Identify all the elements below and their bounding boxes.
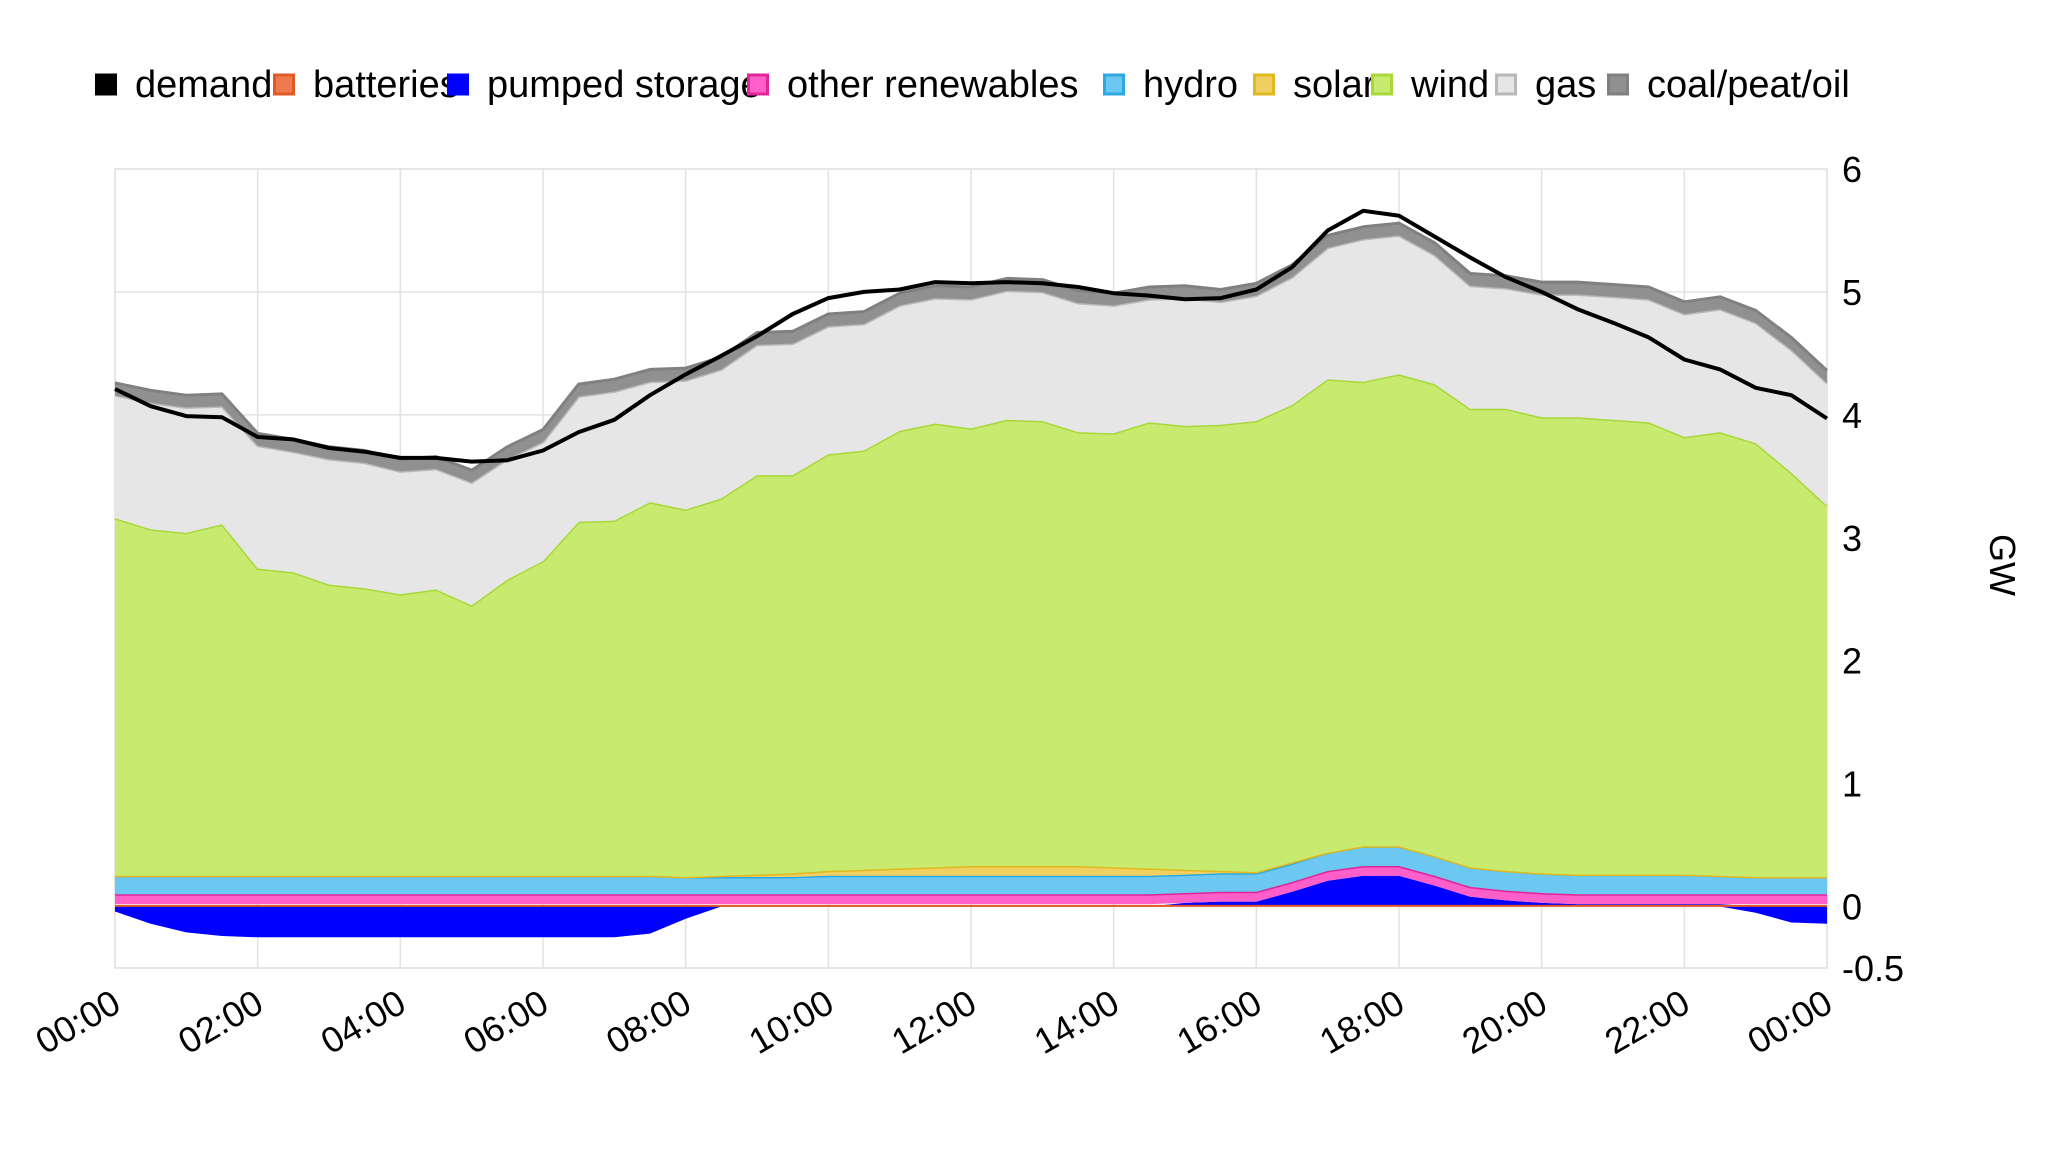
x-tick-label: 16:00 <box>1170 981 1269 1062</box>
area-wind <box>115 374 1827 877</box>
legend-item-demand[interactable]: demand <box>95 64 273 106</box>
y-tick-label: 4 <box>1842 395 1862 436</box>
area-pumped-storage <box>115 875 1827 907</box>
legend-swatch <box>447 73 469 96</box>
area-hydro <box>115 846 1827 895</box>
y-tick-label: -0.5 <box>1842 948 1904 989</box>
area-gas <box>115 235 1827 606</box>
legend-label: hydro <box>1143 64 1238 106</box>
area-pumped-storage-negative <box>115 906 1827 938</box>
legend-item-hydro[interactable]: hydro <box>1103 64 1239 106</box>
x-tick-label: 06:00 <box>456 981 555 1062</box>
y-tick-label: 6 <box>1842 149 1862 190</box>
legend-item-pumped-storage[interactable]: pumped storage <box>447 64 762 106</box>
x-axis: 00:00 02:00 04:00 06:00 08:00 10:00 12:00 14:00… <box>28 981 1839 1062</box>
x-tick-label: 14:00 <box>1027 981 1126 1062</box>
x-tick-label: 00:00 <box>28 981 127 1062</box>
legend-swatch <box>1371 73 1393 96</box>
x-tick-label: 20:00 <box>1455 981 1554 1062</box>
legend-item-other-renewables[interactable]: other renewables <box>747 64 1079 106</box>
legend-swatch <box>747 73 769 96</box>
legend-swatch <box>1495 73 1517 96</box>
legend-label: pumped storage <box>487 64 762 106</box>
legend-label: batteries <box>313 64 459 106</box>
x-tick-label: 22:00 <box>1598 981 1697 1062</box>
stacked-areas <box>114 221 1829 938</box>
demand-line <box>114 208 1829 464</box>
legend: demand batteries pumped storage other renew… <box>95 64 1850 106</box>
x-tick-label: 18:00 <box>1312 981 1411 1062</box>
legend-item-wind[interactable]: wind <box>1371 64 1490 106</box>
x-tick-label: 12:00 <box>884 981 983 1062</box>
y-tick-label: 1 <box>1842 764 1862 805</box>
legend-item-gas[interactable]: gas <box>1495 64 1597 106</box>
legend-swatch <box>1103 73 1125 96</box>
x-tick-label: 02:00 <box>171 981 270 1062</box>
legend-label: wind <box>1410 64 1489 106</box>
x-tick-label: 08:00 <box>599 981 698 1062</box>
y-axis-title: GW <box>1982 534 2023 596</box>
legend-label: other renewables <box>787 64 1079 106</box>
y-tick-label: 0 <box>1842 887 1862 928</box>
x-tick-label: 04:00 <box>314 981 413 1062</box>
x-tick-label: 00:00 <box>1740 981 1839 1062</box>
legend-swatch <box>95 73 117 96</box>
legend-swatch <box>273 73 295 96</box>
legend-item-coal-peat-oil[interactable]: coal/peat/oil <box>1607 64 1850 106</box>
legend-label: coal/peat/oil <box>1647 64 1850 106</box>
legend-item-batteries[interactable]: batteries <box>273 64 459 106</box>
x-tick-label: 10:00 <box>742 981 841 1062</box>
legend-item-solar[interactable]: solar <box>1253 64 1376 106</box>
legend-swatch <box>1253 73 1275 96</box>
y-axis: 6 5 4 3 2 1 0 -0.5 <box>1842 149 1904 989</box>
y-tick-label: 5 <box>1842 272 1862 313</box>
legend-label: solar <box>1293 64 1376 106</box>
y-tick-label: 2 <box>1842 641 1862 682</box>
legend-label: gas <box>1535 64 1596 106</box>
y-tick-label: 3 <box>1842 518 1862 559</box>
legend-swatch <box>1607 73 1629 96</box>
area-solar <box>115 846 1827 877</box>
legend-label: demand <box>135 64 272 106</box>
demand-series <box>114 208 1829 464</box>
